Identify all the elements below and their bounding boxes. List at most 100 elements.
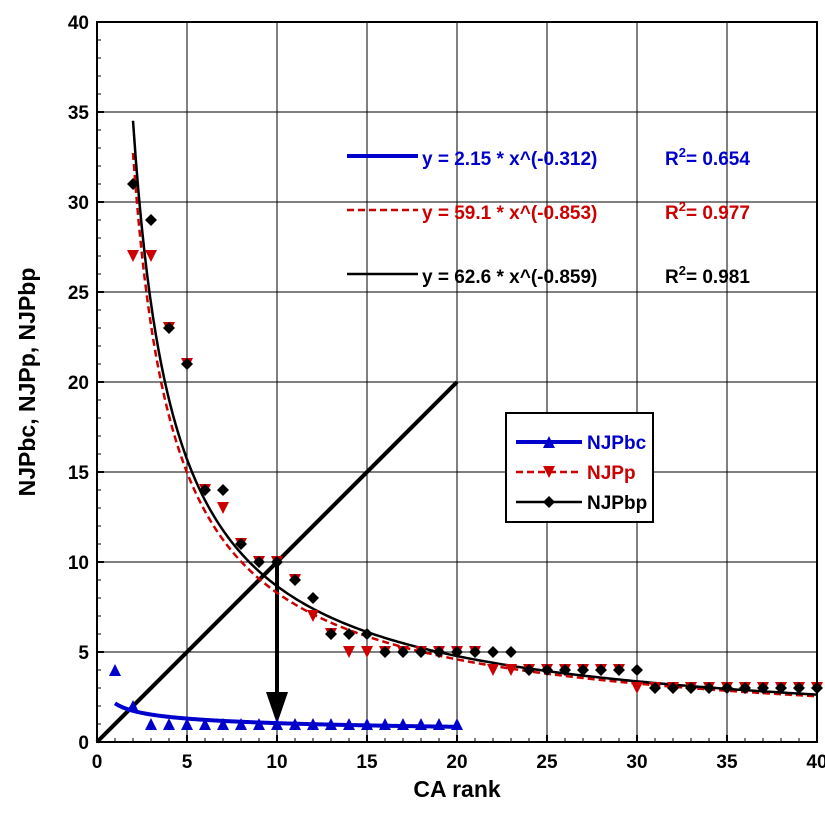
point-njpbc <box>253 718 265 730</box>
fit-curve-njpp <box>131 152 818 698</box>
y-tick-label: 25 <box>68 283 90 304</box>
point-njpbp <box>199 484 211 496</box>
x-tick-label: 35 <box>716 752 738 773</box>
point-njpbp <box>325 628 337 640</box>
point-njpbp <box>703 682 715 694</box>
y-tick-label: 5 <box>78 643 89 664</box>
point-njpp <box>487 664 499 676</box>
point-njpbp <box>145 214 157 226</box>
point-njpbp <box>361 628 373 640</box>
fit-equations: y = 2.15 * x^(-0.312) R2= 0.654 y = 59.1 *… <box>347 145 750 288</box>
fit-r2-njpp: R2= 0.977 <box>665 199 750 224</box>
point-njpbc <box>415 718 427 730</box>
point-njpbc <box>271 718 283 730</box>
legend: NJPbc NJPp NJPbp <box>505 412 654 523</box>
point-njpbc <box>109 664 121 676</box>
point-njpbp <box>505 646 517 658</box>
point-njpbp <box>739 682 751 694</box>
fit-curve-njpbc <box>113 701 458 729</box>
point-njpbc <box>451 718 463 730</box>
point-njpbp <box>577 664 589 676</box>
point-njpbc <box>217 718 229 730</box>
point-njpbp <box>343 628 355 640</box>
point-njpbp <box>595 664 607 676</box>
point-njpbp <box>559 664 571 676</box>
point-njpbc <box>181 718 193 730</box>
point-njpbp <box>667 682 679 694</box>
y-tick-label: 35 <box>68 103 90 124</box>
x-tick-label: 25 <box>536 752 558 773</box>
point-njpbp <box>757 682 769 694</box>
point-njpp <box>505 664 517 676</box>
point-njpbp <box>253 556 265 568</box>
x-tick-label: 5 <box>182 752 193 773</box>
data-points <box>109 178 823 730</box>
point-njpbp <box>649 682 661 694</box>
legend-box <box>505 412 654 523</box>
point-njpbc <box>289 718 301 730</box>
fit-equation-njpbp: y = 62.6 * x^(-0.859) <box>422 267 597 288</box>
point-njpbc <box>343 718 355 730</box>
point-njpbp <box>793 682 805 694</box>
point-njpp <box>307 610 319 622</box>
point-njpbp <box>451 646 463 658</box>
point-njpp <box>343 646 355 658</box>
point-njpbc <box>433 718 445 730</box>
x-tick-label: 10 <box>266 752 287 773</box>
point-njpp <box>145 250 157 262</box>
point-njpbp <box>415 646 427 658</box>
point-njpbp <box>289 574 301 586</box>
point-njpbc <box>361 718 373 730</box>
x-tick-label: 15 <box>356 752 378 773</box>
plot-frame <box>96 21 818 743</box>
y-axis-label: NJPbc, NJPp, NJPbp <box>14 268 40 497</box>
point-njpp <box>361 646 373 658</box>
point-njpbc <box>199 718 211 730</box>
y-tick-label: 15 <box>68 463 90 484</box>
point-njpp <box>631 682 643 694</box>
y-tick-label: 0 <box>78 733 89 754</box>
fit-r2-njpbp: R2= 0.981 <box>665 263 750 288</box>
point-njpbp <box>541 664 553 676</box>
point-njpbp <box>631 664 643 676</box>
point-njpbp <box>235 538 247 550</box>
point-njpbc <box>325 718 337 730</box>
point-njpbp <box>181 358 193 370</box>
x-tick-label: 30 <box>626 752 647 773</box>
x-axis-label: CA rank <box>413 776 501 802</box>
fit-r2-njpbc: R2= 0.654 <box>665 145 750 170</box>
point-njpbp <box>127 178 139 190</box>
point-njpbp <box>163 322 175 334</box>
point-njpbc <box>307 718 319 730</box>
point-njpbp <box>487 646 499 658</box>
point-njpbp <box>721 682 733 694</box>
point-njpbc <box>127 700 139 712</box>
point-njpbp <box>469 646 481 658</box>
x-tick-label: 0 <box>92 752 103 773</box>
legend-label-njpbc: NJPbc <box>587 433 647 454</box>
point-njpbp <box>775 682 787 694</box>
point-njpbc <box>379 718 391 730</box>
y-tick-label: 30 <box>68 193 89 214</box>
point-njpbp <box>271 556 283 568</box>
point-njpbc <box>163 718 175 730</box>
legend-label-njpbp: NJPbp <box>587 493 647 514</box>
point-njpbp <box>217 484 229 496</box>
x-tick-label: 40 <box>806 752 825 773</box>
y-tick-label: 10 <box>68 553 89 574</box>
point-njpbp <box>307 592 319 604</box>
fit-equation-njpp: y = 59.1 * x^(-0.853) <box>422 203 597 224</box>
point-njpbp <box>433 646 445 658</box>
legend-marker-njpbp <box>543 496 555 508</box>
legend-marker-njpbc <box>543 436 555 448</box>
point-njpbc <box>235 718 247 730</box>
point-njpp <box>127 250 139 262</box>
point-njpbp <box>685 682 697 694</box>
y-tick-label: 40 <box>68 13 89 34</box>
point-njpbc <box>397 718 409 730</box>
point-njpbp <box>613 664 625 676</box>
point-njpbp <box>523 664 535 676</box>
point-njpbc <box>145 718 157 730</box>
legend-marker-njpp <box>543 466 555 478</box>
